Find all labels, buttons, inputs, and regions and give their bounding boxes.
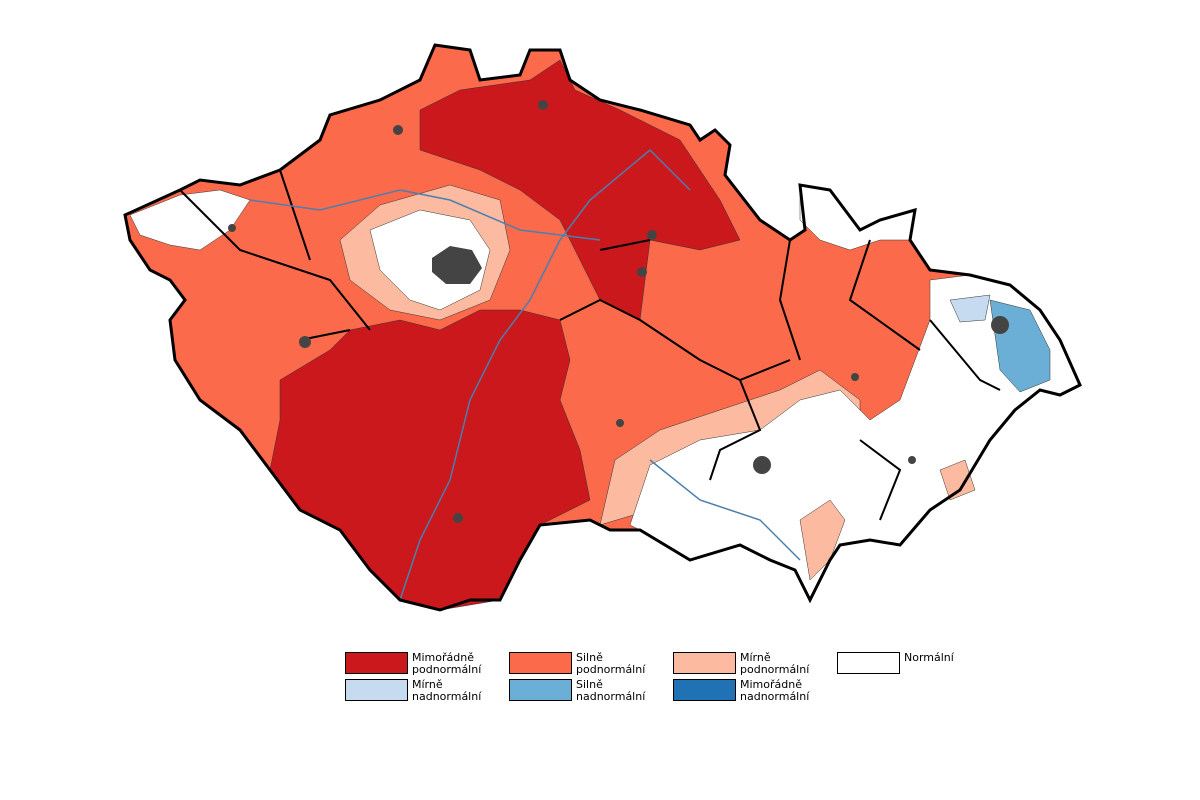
country-border <box>123 43 1082 612</box>
legend-label: Silně nadnormální <box>576 678 646 703</box>
legend-item: Mírně podnormální <box>673 652 837 676</box>
region-normal-prague <box>369 209 491 311</box>
river <box>399 148 691 601</box>
city <box>991 316 1009 334</box>
region-above-light <box>949 294 991 323</box>
city <box>299 336 311 348</box>
legend-label: Mimořádně podnormální <box>412 651 482 676</box>
city <box>538 100 548 110</box>
legend-swatch <box>837 652 900 674</box>
legend-swatch <box>509 679 572 701</box>
city <box>616 419 624 427</box>
regions <box>124 44 1081 611</box>
cities <box>228 100 1009 523</box>
city <box>432 246 482 284</box>
legend-item: Mimořádně nadnormální <box>673 679 837 703</box>
legend-item: Silně podnormální <box>509 652 673 676</box>
city <box>908 456 916 464</box>
region-mild-east <box>939 459 976 501</box>
legend-item: Normální <box>837 652 1001 676</box>
legend-label: Mírně nadnormální <box>412 678 482 703</box>
city <box>393 125 403 135</box>
legend: Mimořádně podnormální Silně podnormální Mí… <box>345 652 1001 703</box>
city <box>637 267 647 277</box>
legend-label: Mírně podnormální <box>740 651 810 676</box>
legend-swatch <box>345 652 408 674</box>
river <box>249 189 601 241</box>
city <box>851 373 859 381</box>
rivers <box>249 148 801 601</box>
legend-swatch <box>345 679 408 701</box>
legend-label: Mimořádně nadnormální <box>740 678 810 703</box>
legend-label: Silně podnormální <box>576 651 646 676</box>
city <box>453 513 463 523</box>
city <box>647 230 657 240</box>
river <box>649 459 801 561</box>
legend-swatch <box>673 679 736 701</box>
legend-item: Mimořádně podnormální <box>345 652 509 676</box>
region-border <box>179 169 1001 521</box>
legend-item: Mírně nadnormální <box>345 679 509 703</box>
region-extreme-north <box>419 59 741 321</box>
legend-item: Silně nadnormální <box>509 679 673 703</box>
legend-swatch <box>673 652 736 674</box>
borders <box>179 169 1001 521</box>
legend-swatch <box>509 652 572 674</box>
map <box>123 43 1082 612</box>
city <box>753 456 771 474</box>
region-mild-south <box>799 499 846 581</box>
city <box>228 224 236 232</box>
legend-label: Normální <box>904 651 954 664</box>
